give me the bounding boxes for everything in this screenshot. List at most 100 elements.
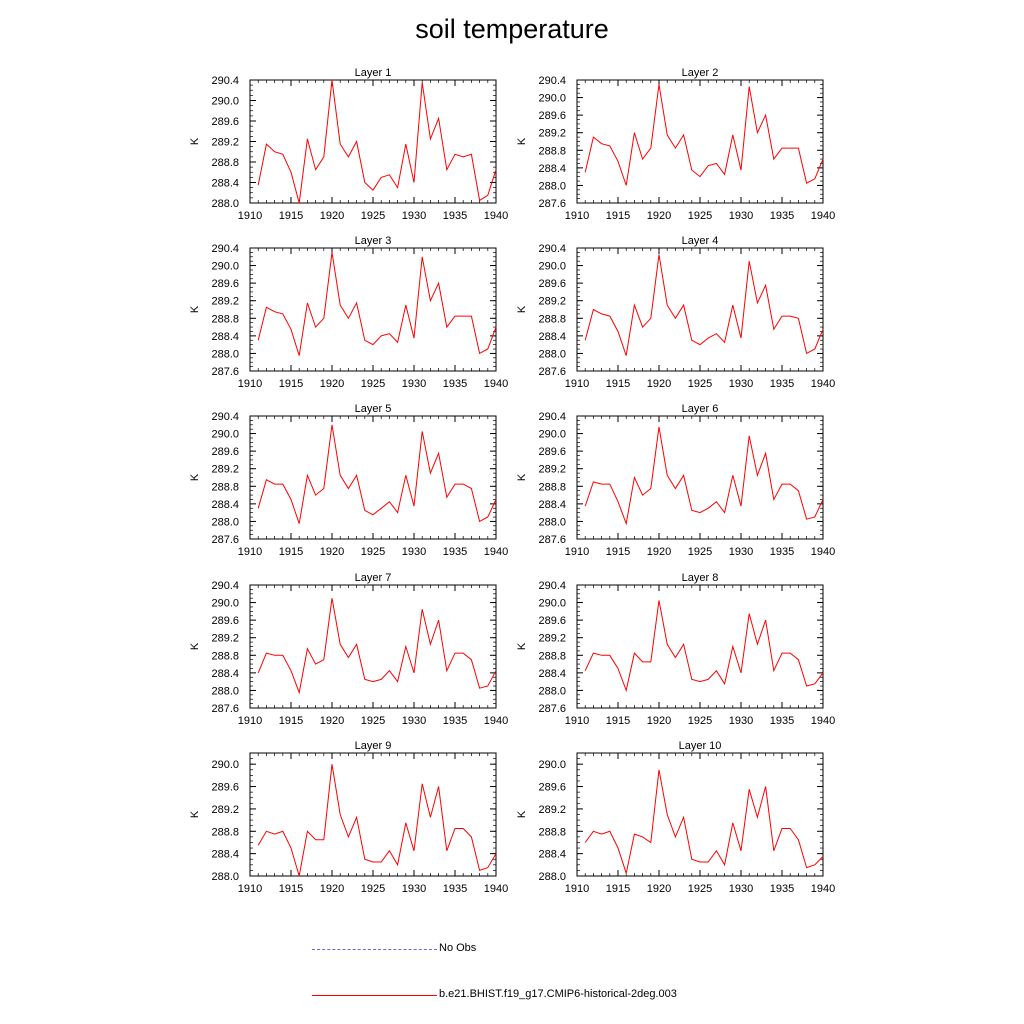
x-tick-label: 1925 [361,715,385,727]
x-tick-label: 1910 [565,546,589,558]
y-tick-label: 288.0 [538,180,566,192]
y-axis-label: K [189,810,201,818]
x-tick-label: 1930 [402,546,426,558]
x-tick-label: 1940 [484,546,508,558]
y-tick-label: 288.8 [538,650,566,662]
y-axis-label: K [189,137,201,145]
x-tick-label: 1935 [770,546,794,558]
y-tick-label: 290.0 [211,261,239,273]
series-line [257,424,497,524]
y-axis-label: K [516,810,528,818]
y-tick-label: 288.8 [211,826,239,838]
chart-title: Layer 1 [355,67,392,79]
x-tick-label: 1935 [770,378,794,390]
x-tick-label: 1920 [320,378,344,390]
legend-label-model: b.e21.BHIST.f19_g17.CMIP6-historical-2de… [439,988,677,1000]
chart-title: Layer 2 [682,67,719,79]
y-tick-label: 288.8 [211,650,239,662]
legend-line-model [312,995,437,996]
y-tick-label: 289.6 [538,782,566,794]
x-tick-label: 1930 [402,210,426,222]
x-tick-label: 1940 [811,210,835,222]
y-tick-label: 288.4 [538,163,566,175]
x-tick-label: 1940 [811,883,835,895]
x-tick-label: 1915 [606,715,630,727]
x-tick-label: 1930 [729,210,753,222]
x-tick-label: 1915 [279,546,303,558]
x-tick-label: 1940 [484,210,508,222]
y-tick-label: 290.0 [211,759,239,771]
y-axis-label: K [189,473,201,481]
y-tick-label: 290.0 [211,96,239,108]
y-tick-label: 290.4 [538,243,566,255]
y-tick-label: 288.4 [538,331,566,343]
x-tick-label: 1935 [770,210,794,222]
y-tick-label: 289.6 [538,278,566,290]
y-tick-label: 289.2 [211,137,239,149]
x-tick-label: 1935 [443,883,467,895]
x-tick-label: 1925 [361,546,385,558]
x-tick-label: 1915 [606,210,630,222]
y-tick-label: 288.0 [211,685,239,697]
x-tick-label: 1910 [238,378,262,390]
x-tick-label: 1920 [647,546,671,558]
x-tick-label: 1925 [361,883,385,895]
x-tick-label: 1940 [811,378,835,390]
y-tick-label: 288.0 [538,516,566,528]
y-tick-label: 288.0 [211,516,239,528]
x-tick-label: 1930 [402,883,426,895]
x-tick-label: 1915 [279,715,303,727]
x-tick-label: 1920 [647,883,671,895]
y-tick-label: 290.4 [211,75,239,87]
y-tick-label: 287.6 [211,703,239,715]
chart-title: Layer 9 [355,740,392,752]
y-tick-label: 288.4 [538,499,566,511]
chart-title: Layer 5 [355,403,392,415]
y-axis-label: K [516,137,528,145]
x-tick-label: 1915 [606,546,630,558]
y-tick-label: 290.0 [211,598,239,610]
chart-title: Layer 8 [682,572,719,584]
x-tick-label: 1940 [811,715,835,727]
x-tick-label: 1935 [770,883,794,895]
plot-frame [576,79,824,204]
x-tick-label: 1940 [484,715,508,727]
x-tick-label: 1910 [565,210,589,222]
y-tick-label: 290.4 [211,411,239,423]
chart-panel: Layer 5 K 1910 1915 1920 1925 1930 1935 1940 287.… [189,403,508,558]
y-tick-label: 288.4 [538,849,566,861]
x-tick-label: 1930 [402,378,426,390]
x-tick-label: 1910 [565,378,589,390]
x-tick-label: 1910 [238,210,262,222]
x-tick-label: 1910 [238,883,262,895]
x-tick-label: 1910 [238,715,262,727]
plot-frame [249,247,497,372]
y-axis-label: K [189,305,201,313]
chart-panel: Layer 1 K 1910 1915 1920 1925 1930 1935 1940 288.… [189,67,508,222]
series-line [584,600,824,693]
chart-panel: Layer 7 K 1910 1915 1920 1925 1930 1935 1940 287.… [189,572,508,727]
series-line [584,769,824,876]
x-tick-label: 1910 [238,546,262,558]
x-tick-label: 1925 [688,883,712,895]
y-tick-label: 289.6 [538,110,566,122]
chart-title: Layer 6 [682,403,719,415]
chart-title: Layer 10 [679,740,722,752]
y-axis-label: K [189,642,201,650]
x-tick-label: 1920 [320,546,344,558]
y-tick-label: 290.4 [211,580,239,592]
y-tick-label: 287.6 [211,366,239,378]
y-tick-label: 289.2 [538,804,566,816]
y-tick-label: 288.8 [538,313,566,325]
y-tick-label: 288.4 [538,668,566,680]
series-line [257,252,497,356]
y-tick-label: 290.0 [211,429,239,441]
x-tick-label: 1940 [811,546,835,558]
x-tick-label: 1925 [361,378,385,390]
x-tick-label: 1925 [688,210,712,222]
x-tick-label: 1940 [484,883,508,895]
y-tick-label: 288.8 [538,481,566,493]
chart-panel: Layer 3 K 1910 1915 1920 1925 1930 1935 1940 287.… [189,235,508,390]
chart-panel: Layer 9 K 1910 1915 1920 1925 1930 1935 1940 288.… [189,740,508,895]
x-tick-label: 1930 [402,715,426,727]
